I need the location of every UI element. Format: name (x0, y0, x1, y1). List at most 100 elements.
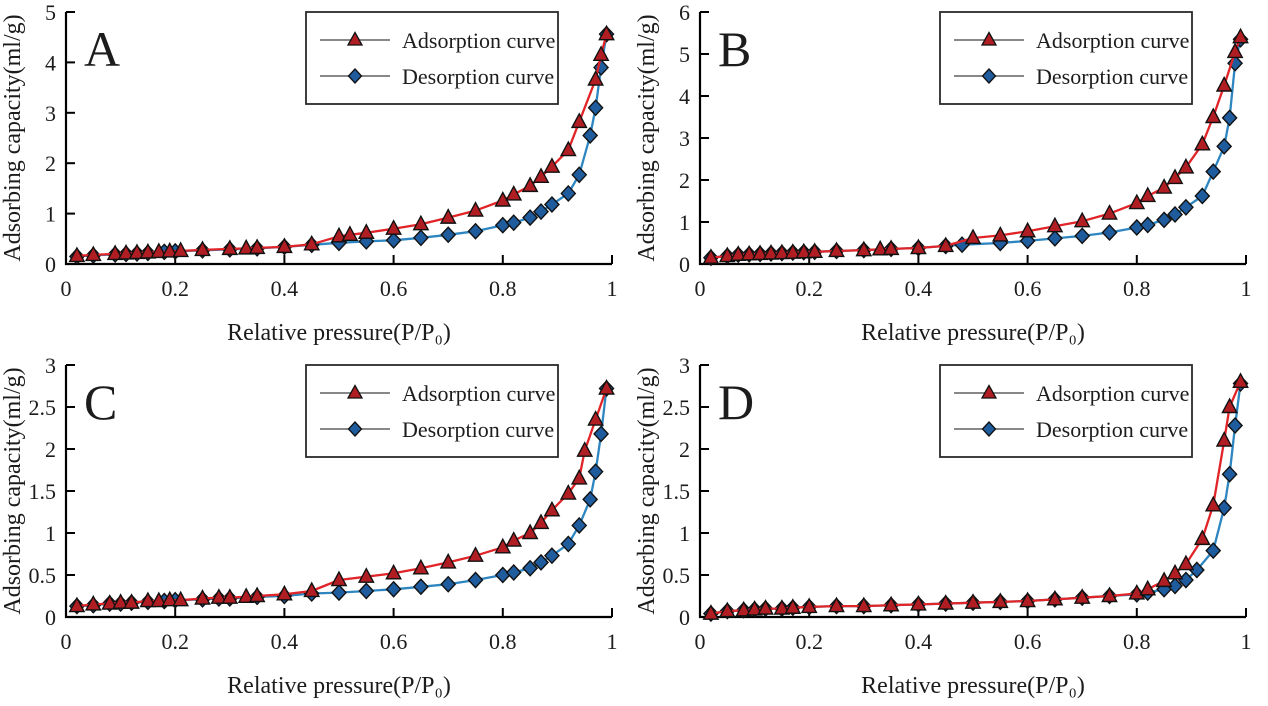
adsorption-marker (210, 588, 228, 604)
panel-letter: C (84, 374, 117, 430)
adsorption-marker (592, 45, 610, 62)
adsorption-marker (505, 184, 523, 201)
y-tick-label: 1.5 (29, 479, 57, 504)
adsorption-marker (702, 248, 720, 264)
adsorption-marker (276, 237, 293, 254)
desorption-marker (505, 563, 522, 582)
x-tick-label: 0.8 (1123, 276, 1151, 301)
desorption-marker (582, 126, 599, 145)
y-tick-label: 3 (45, 353, 56, 378)
adsorption-marker (1019, 591, 1036, 608)
adsorption-marker (882, 239, 900, 256)
adsorption-marker (559, 140, 577, 157)
desorption-marker (1205, 542, 1222, 560)
desorption-marker (582, 490, 599, 508)
adsorption-marker (598, 379, 615, 395)
chart-b-svg: 0 0.2 0.4 0.6 0.8 1 0 1 2 3 4 5 6 B Relative pressure(… (634, 0, 1252, 346)
adsorption-marker (150, 242, 168, 259)
adsorption-marker (139, 591, 157, 608)
adsorption-marker (1046, 216, 1064, 233)
adsorption-marker (784, 598, 802, 614)
adsorption-marker (746, 599, 763, 616)
adsorption-marker (150, 591, 168, 608)
adsorption-marker (964, 228, 982, 245)
x-axis-title: Relative pressure(P/P₀) (227, 673, 451, 699)
desorption-marker (1194, 187, 1211, 205)
adsorption-marker (303, 581, 321, 598)
adsorption-marker (467, 546, 484, 562)
x-tick-label: 0.4 (271, 629, 299, 654)
adsorption-marker (1232, 372, 1249, 388)
desorption-marker (467, 571, 484, 589)
adsorption-marker (587, 410, 604, 426)
desorption-marker (1221, 109, 1238, 127)
adsorption-marker (1155, 571, 1173, 588)
y-tick-label: 4 (45, 50, 56, 75)
legend-label-desorption: Desorption curve (402, 417, 554, 442)
adsorption-marker (385, 563, 402, 580)
adsorption-marker (106, 244, 124, 261)
adsorption-marker (735, 600, 753, 617)
y-tick-label: 1 (45, 202, 56, 227)
desorption-marker (1167, 205, 1183, 223)
y-tick-label: 0 (679, 605, 690, 630)
x-tick-label: 0 (61, 276, 72, 301)
adsorption-marker (1139, 186, 1157, 203)
adsorption-marker (139, 242, 157, 259)
adsorption-marker (521, 523, 539, 540)
y-tick-label: 5 (679, 42, 690, 67)
desorption-marker (1074, 227, 1091, 245)
adsorption-marker (1101, 204, 1118, 220)
legend-label-adsorption: Adsorption curve (402, 28, 555, 53)
adsorption-marker (84, 245, 102, 262)
desorption-marker (358, 582, 375, 600)
adsorption-marker (1215, 431, 1233, 447)
y-axis-title: Adsorbing capacity(ml/g) (634, 367, 660, 614)
adsorption-marker (237, 587, 255, 604)
desorption-marker (412, 578, 429, 596)
x-tick-label: 0.6 (380, 629, 408, 654)
panel-letter: A (84, 21, 120, 77)
adsorption-marker (303, 234, 321, 251)
legend-adsorption-marker (980, 384, 998, 399)
legend-adsorption-marker (346, 384, 364, 399)
adsorption-marker (412, 558, 430, 575)
adsorption-marker (412, 214, 430, 231)
adsorption-marker (221, 239, 239, 256)
chart-c-svg: 0 0.2 0.4 0.6 0.8 1 0 0.5 1 1.5 2 2.5 3 C Relative pre… (0, 353, 618, 699)
desorption-marker (1205, 163, 1222, 181)
y-tick-label: 0 (45, 605, 56, 630)
y-tick-label: 4 (679, 84, 690, 109)
desorption-marker (1227, 416, 1244, 435)
y-tick-label: 0.5 (663, 563, 691, 588)
adsorption-marker (1204, 107, 1222, 124)
adsorption-marker (1046, 589, 1064, 606)
adsorption-marker (1193, 529, 1211, 546)
adsorption-marker (718, 601, 736, 618)
desorption-marker (1139, 216, 1156, 234)
adsorption-marker (1166, 563, 1184, 580)
x-tick-label: 0.8 (1123, 629, 1151, 654)
x-tick-label: 0.2 (795, 276, 823, 301)
legend-desorption-marker (347, 68, 363, 84)
desorption-marker (494, 566, 511, 584)
adsorption-marker (357, 223, 375, 239)
x-tick-label: 1 (1241, 276, 1252, 301)
x-tick-label: 0 (695, 629, 706, 654)
x-tick-label: 1 (607, 276, 618, 301)
adsorption-marker (248, 238, 266, 255)
desorption-marker (1101, 223, 1118, 242)
x-tick-label: 0 (61, 629, 72, 654)
adsorption-marker (1139, 579, 1157, 596)
chart-panel-a: 0 0.2 0.4 0.6 0.8 1 0 1 2 3 4 5 A Relative pressure(P… (0, 0, 634, 353)
desorption-marker (385, 580, 402, 598)
desorption-marker (505, 214, 522, 232)
desorption-marker (587, 463, 604, 481)
adsorption-marker (828, 241, 845, 258)
desorption-marker (1216, 499, 1233, 517)
adsorption-marker (576, 441, 594, 457)
desorption-marker (440, 575, 457, 593)
panel-letter: B (718, 21, 751, 77)
adsorption-marker (532, 167, 550, 184)
adsorption-marker (910, 594, 927, 611)
